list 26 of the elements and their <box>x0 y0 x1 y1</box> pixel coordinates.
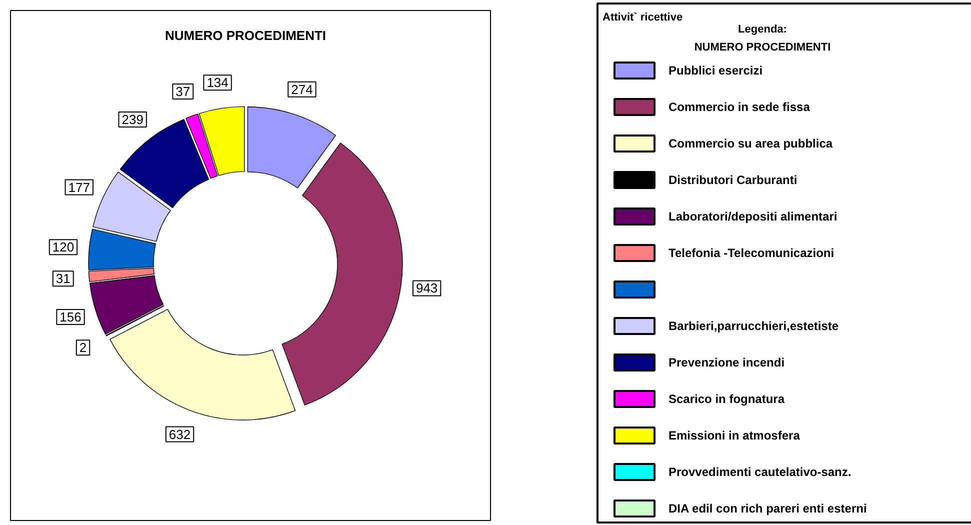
data-label: 2 <box>79 340 87 356</box>
legend-label: Prevenzione incendi <box>668 356 785 370</box>
data-label: 37 <box>176 84 190 100</box>
legend-label: Laboratori/depositi alimentari <box>668 210 838 224</box>
legend-label: Pubblici esercizi <box>668 64 763 78</box>
data-label: 943 <box>416 280 438 296</box>
data-label: 134 <box>206 75 228 90</box>
data-label: 177 <box>68 180 90 195</box>
text: NUMERO PROCEDIMENTI <box>164 28 326 43</box>
data-label: 156 <box>60 310 82 325</box>
legend-label: Emissioni in atmosfera <box>668 428 800 442</box>
data-label: 632 <box>168 426 191 442</box>
legend-label: Commercio su area pubblica <box>668 136 833 150</box>
data-label: 31 <box>56 271 70 286</box>
legend-label: Provvedimenti cautelativo-sanz. <box>668 465 852 479</box>
legend-label: Distributori Carburanti <box>668 173 798 187</box>
legend-label: Commercio in sede fissa <box>668 100 810 114</box>
legend-label: Telefonia -Telecomunicazioni <box>668 246 834 260</box>
legend-label: Barbieri,parrucchieri,estetiste <box>668 319 839 333</box>
legend-label: DIA edil con rich pareri enti esterni <box>668 502 867 516</box>
data-label: 120 <box>52 240 74 255</box>
legend-label: Scarico in fognatura <box>668 392 785 406</box>
legend-title: Legenda: NUMERO PROCEDIMENTI <box>694 24 831 54</box>
data-label: 239 <box>122 112 144 127</box>
text: Attivit` ricettive <box>602 12 683 24</box>
data-label: 274 <box>291 82 313 97</box>
